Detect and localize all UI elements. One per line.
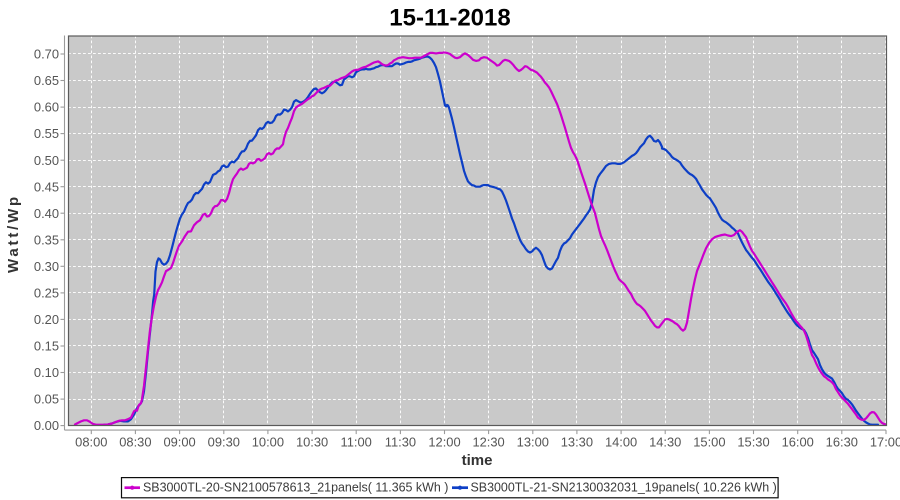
svg-text:15-11-2018: 15-11-2018 [389,5,510,32]
svg-text:0.70: 0.70 [34,47,59,62]
svg-text:0.40: 0.40 [34,206,59,221]
svg-text:13:00: 13:00 [517,435,549,450]
svg-text:0.10: 0.10 [34,365,59,380]
svg-text:SB3000TL-20-SN2100578613_21pan: SB3000TL-20-SN2100578613_21panels( 11.36… [143,481,448,495]
svg-text:11:00: 11:00 [341,435,372,450]
svg-text:08:30: 08:30 [119,435,151,450]
svg-text:13:30: 13:30 [561,435,593,450]
svg-text:11:30: 11:30 [385,435,416,450]
svg-text:0.45: 0.45 [34,179,59,194]
svg-text:time: time [462,452,493,469]
svg-text:10:30: 10:30 [296,435,328,450]
svg-text:14:30: 14:30 [649,435,681,450]
svg-text:09:30: 09:30 [208,435,240,450]
svg-text:12:00: 12:00 [428,435,460,450]
svg-text:0.35: 0.35 [34,232,59,247]
svg-text:0.30: 0.30 [34,259,59,274]
svg-text:15:30: 15:30 [737,435,769,450]
svg-text:0.55: 0.55 [34,126,59,141]
svg-text:Watt/Wp: Watt/Wp [5,194,22,273]
svg-text:14:00: 14:00 [605,435,637,450]
svg-text:09:00: 09:00 [163,435,195,450]
svg-text:12:30: 12:30 [472,435,504,450]
svg-text:0.15: 0.15 [34,339,59,354]
svg-text:0.05: 0.05 [34,392,59,407]
svg-text:0.60: 0.60 [34,100,59,115]
svg-text:16:00: 16:00 [782,435,814,450]
svg-text:SB3000TL-21-SN2130032031_19pan: SB3000TL-21-SN2130032031_19panels( 10.22… [471,481,777,495]
svg-text:15:00: 15:00 [693,435,725,450]
svg-text:08:00: 08:00 [75,435,107,450]
svg-text:0.50: 0.50 [34,153,59,168]
svg-text:16:30: 16:30 [826,435,858,450]
svg-text:0.65: 0.65 [34,73,59,88]
svg-text:17:00: 17:00 [870,435,900,450]
svg-text:10:00: 10:00 [252,435,284,450]
svg-text:0.25: 0.25 [34,286,59,301]
svg-text:0.20: 0.20 [34,312,59,327]
svg-text:0.00: 0.00 [34,418,59,433]
